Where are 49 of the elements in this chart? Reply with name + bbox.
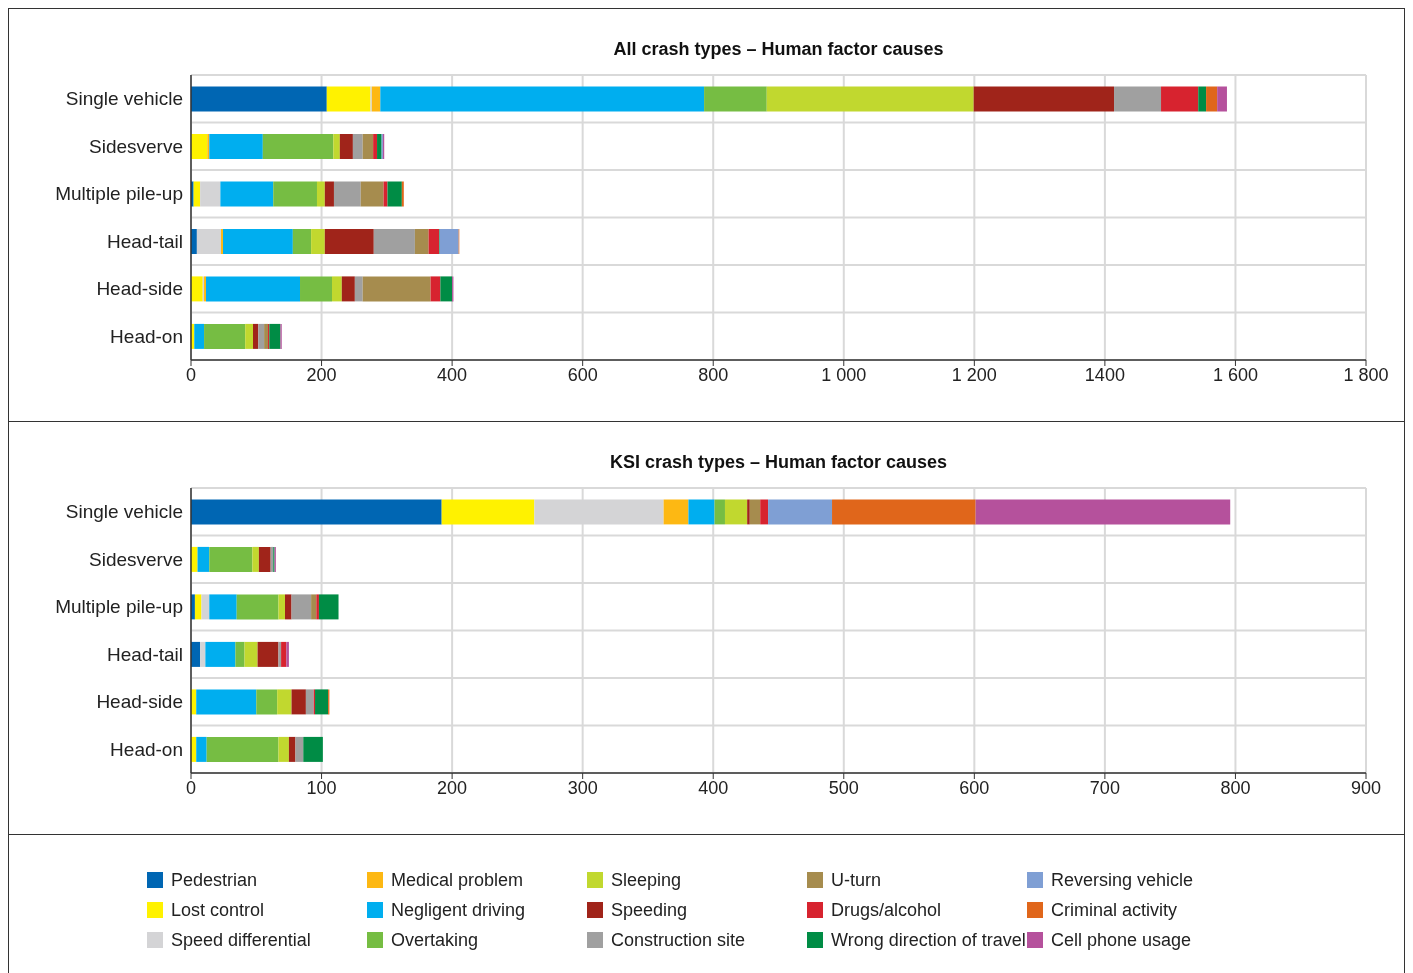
x-tick-label: 700 (1089, 777, 1120, 798)
legend-label: Wrong direction of travel (831, 929, 1026, 951)
legend-label: Construction site (611, 929, 746, 951)
legend-label: Overtaking (391, 929, 479, 951)
y-tick-label: Single vehicle (65, 88, 183, 110)
x-tick-label: 300 (567, 777, 598, 798)
x-tick-label: 800 (698, 364, 729, 385)
x-tick-label: 800 (1220, 777, 1251, 798)
legend-label: Speeding (611, 899, 688, 921)
y-tick-label: Multiple pile-up (55, 596, 183, 618)
x-tick-label: 0 (185, 364, 197, 385)
legend-label: Cell phone usage (1051, 929, 1192, 951)
x-tick-label: 400 (437, 364, 468, 385)
x-tick-label: 1400 (1084, 364, 1125, 385)
y-tick-label: Head-tail (106, 230, 183, 252)
y-tick-label: Head-side (96, 691, 183, 713)
chart-title: All crash types – Human factor causes (612, 38, 945, 61)
legend-label: Pedestrian (171, 869, 258, 891)
y-tick-label: Single vehicle (65, 501, 183, 523)
x-tick-label: 900 (1350, 777, 1382, 798)
legend-label: Criminal activity (1051, 899, 1178, 921)
chart-title: KSI crash types – Human factor causes (608, 451, 949, 474)
y-tick-label: Multiple pile-up (55, 183, 183, 205)
y-tick-label: Head-side (96, 278, 183, 300)
y-tick-label: Sidesverve (89, 135, 183, 157)
legend-label: Negligent driving (391, 899, 526, 921)
x-tick-label: 600 (959, 777, 990, 798)
legend-label: Lost control (171, 899, 265, 921)
x-tick-label: 200 (306, 364, 337, 385)
x-tick-label: 400 (698, 777, 729, 798)
legend-label: Speed differential (171, 929, 311, 951)
y-tick-label: Head-tail (106, 643, 183, 665)
x-tick-label: 1 000 (821, 364, 867, 385)
y-tick-label: Head-on (110, 738, 183, 760)
x-tick-label: 200 (437, 777, 468, 798)
y-tick-label: Sidesverve (89, 548, 183, 570)
x-tick-label: 100 (306, 777, 337, 798)
x-tick-label: 1 800 (1343, 364, 1389, 385)
x-tick-label: 1 600 (1212, 364, 1258, 385)
x-tick-label: 1 200 (951, 364, 997, 385)
legend-label: Sleeping (611, 869, 682, 891)
x-tick-label: 500 (828, 777, 859, 798)
legend-label: U-turn (831, 869, 882, 891)
x-tick-label: 0 (185, 777, 197, 798)
legend-label: Drugs/alcohol (831, 899, 942, 921)
x-tick-label: 600 (567, 364, 598, 385)
y-tick-label: Head-on (110, 325, 183, 347)
legend-label: Medical problem (391, 869, 524, 891)
legend-label: Reversing vehicle (1051, 869, 1194, 891)
